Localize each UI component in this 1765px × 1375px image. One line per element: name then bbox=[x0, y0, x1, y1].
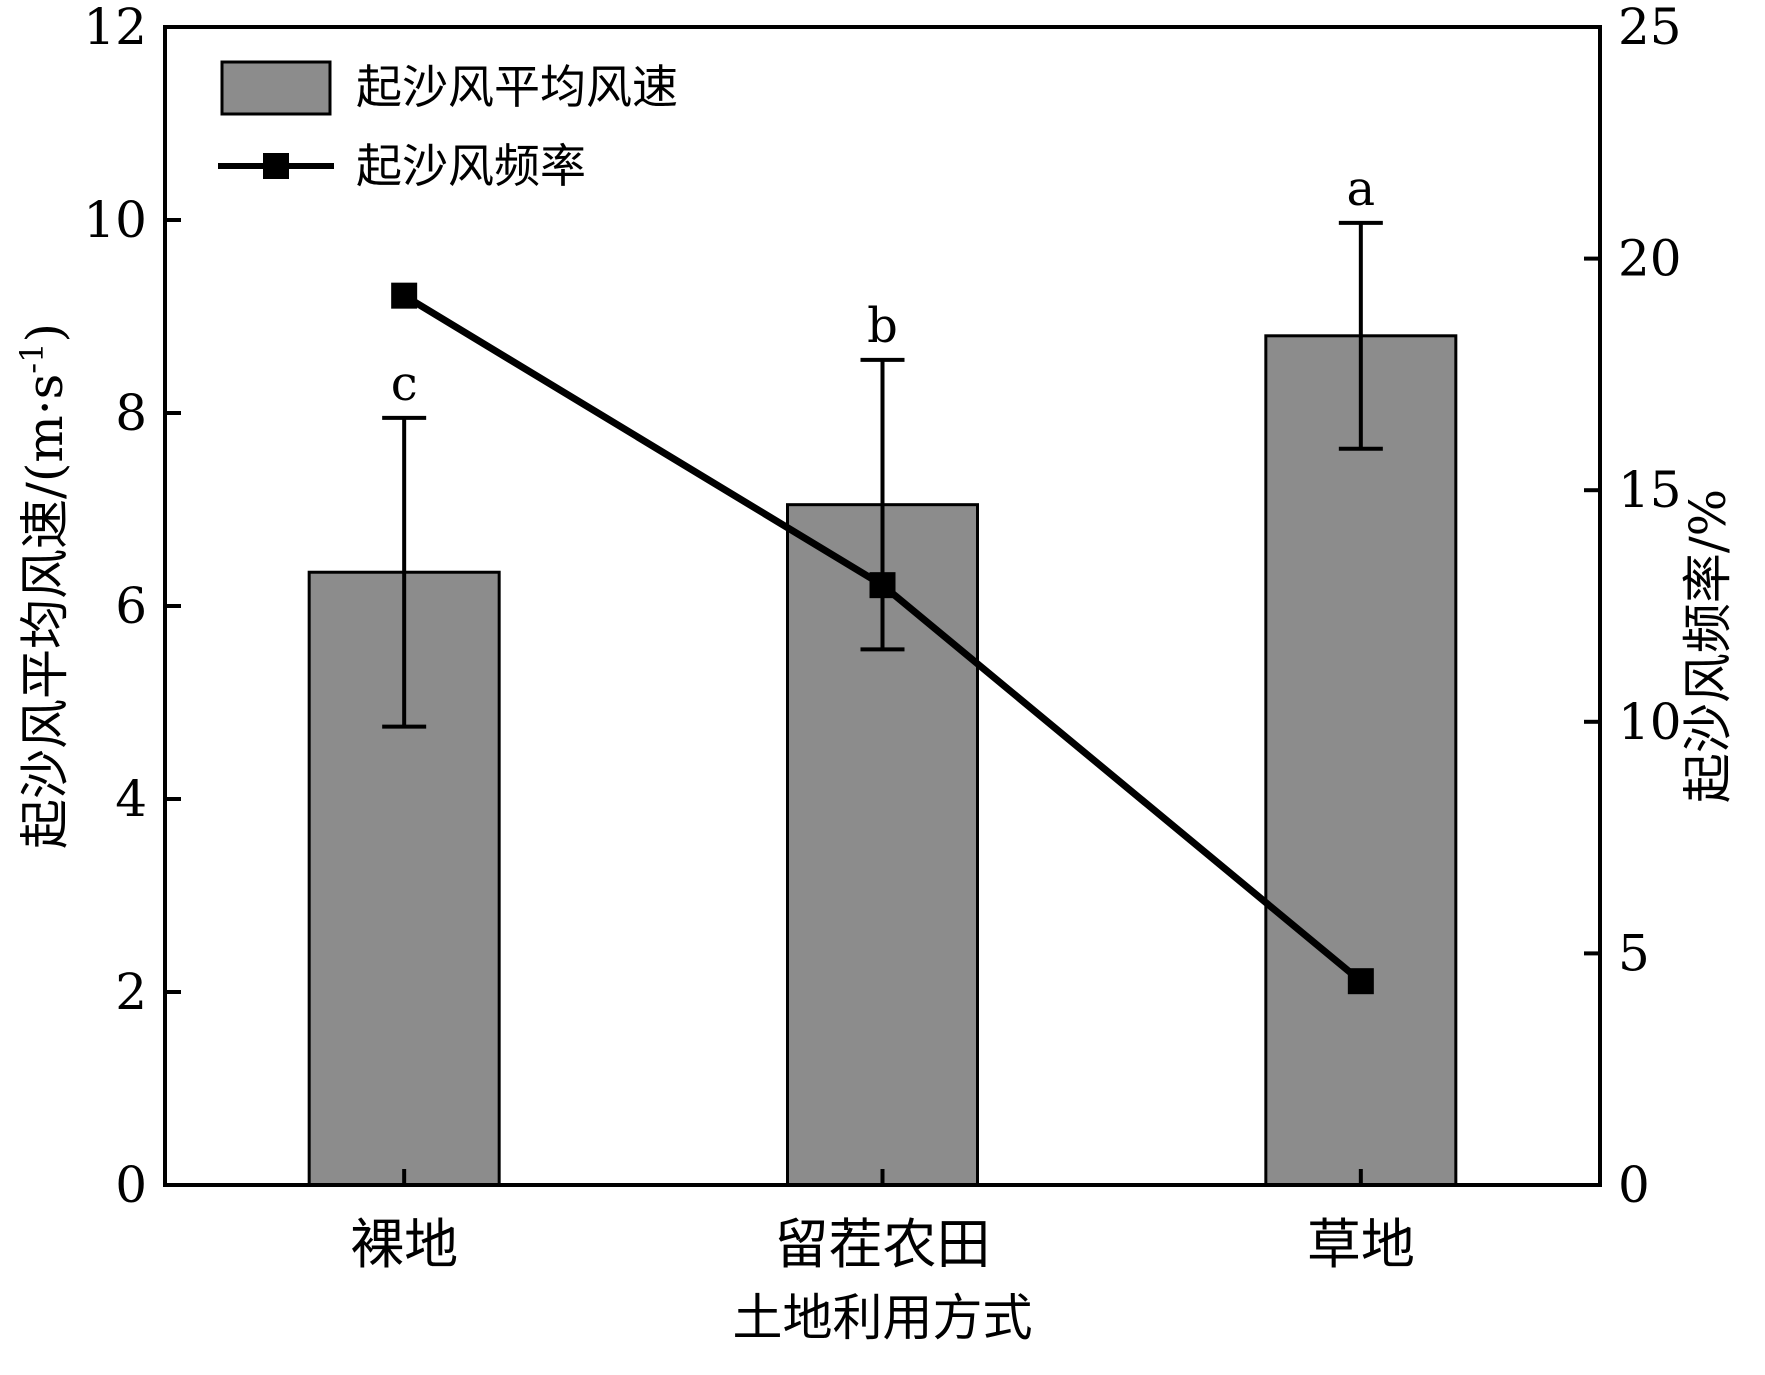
left-tick-label-5: 10 bbox=[83, 191, 147, 249]
x-axis-title: 土地利用方式 bbox=[733, 1289, 1033, 1347]
significance-labels: c b a bbox=[391, 161, 1375, 412]
right-axis-ticks: 0 5 10 15 20 25 bbox=[1584, 0, 1682, 1214]
legend-bar-swatch bbox=[220, 60, 332, 116]
left-axis-title-main: 起沙风平均风速/(m·s bbox=[16, 374, 74, 849]
left-tick-label-0: 0 bbox=[115, 1156, 147, 1214]
legend-bar-label: 起沙风平均风速 bbox=[356, 60, 678, 114]
significance-label-1: b bbox=[867, 298, 898, 354]
left-tick-label-3: 6 bbox=[115, 577, 147, 635]
significance-label-2: a bbox=[1347, 161, 1376, 217]
left-tick-label-4: 8 bbox=[115, 384, 147, 442]
x-axis-ticks: 裸地 留茬农田 草地 bbox=[350, 1169, 1415, 1276]
right-tick-label-0: 0 bbox=[1618, 1156, 1650, 1214]
right-tick-label-4: 20 bbox=[1618, 230, 1682, 288]
x-tick-label-1: 留茬农田 bbox=[775, 1213, 991, 1276]
left-tick-label-1: 2 bbox=[115, 963, 147, 1021]
x-tick-label-2: 草地 bbox=[1307, 1213, 1415, 1276]
right-tick-label-3: 15 bbox=[1618, 461, 1682, 519]
bar-2 bbox=[1264, 334, 1458, 1187]
left-axis-title: 起沙风平均风速/(m·s-1) bbox=[13, 323, 74, 849]
left-tick-label-6: 12 bbox=[83, 0, 147, 56]
left-axis-title-sup: -1 bbox=[13, 343, 51, 374]
right-tick-label-1: 5 bbox=[1618, 924, 1650, 982]
frequency-line-layer bbox=[391, 282, 1374, 995]
line-marker-2 bbox=[1347, 968, 1374, 995]
significance-label-0: c bbox=[391, 356, 418, 412]
right-tick-label-2: 10 bbox=[1618, 693, 1682, 751]
right-axis-title: 起沙风频率/% bbox=[1679, 489, 1737, 803]
legend: 起沙风平均风速 起沙风频率 bbox=[218, 60, 678, 193]
left-axis-ticks: 0 2 4 6 8 10 12 bbox=[83, 0, 181, 1214]
x-tick-label-0: 裸地 bbox=[350, 1213, 458, 1276]
left-axis-title-close: ) bbox=[16, 323, 74, 343]
error-bars-layer bbox=[382, 220, 1383, 729]
left-tick-label-2: 4 bbox=[115, 770, 147, 828]
right-tick-label-5: 25 bbox=[1618, 0, 1682, 56]
line-marker-0 bbox=[391, 282, 418, 309]
legend-line-marker bbox=[263, 153, 289, 179]
legend-line-label: 起沙风频率 bbox=[356, 139, 586, 193]
line-marker-1 bbox=[869, 572, 896, 599]
